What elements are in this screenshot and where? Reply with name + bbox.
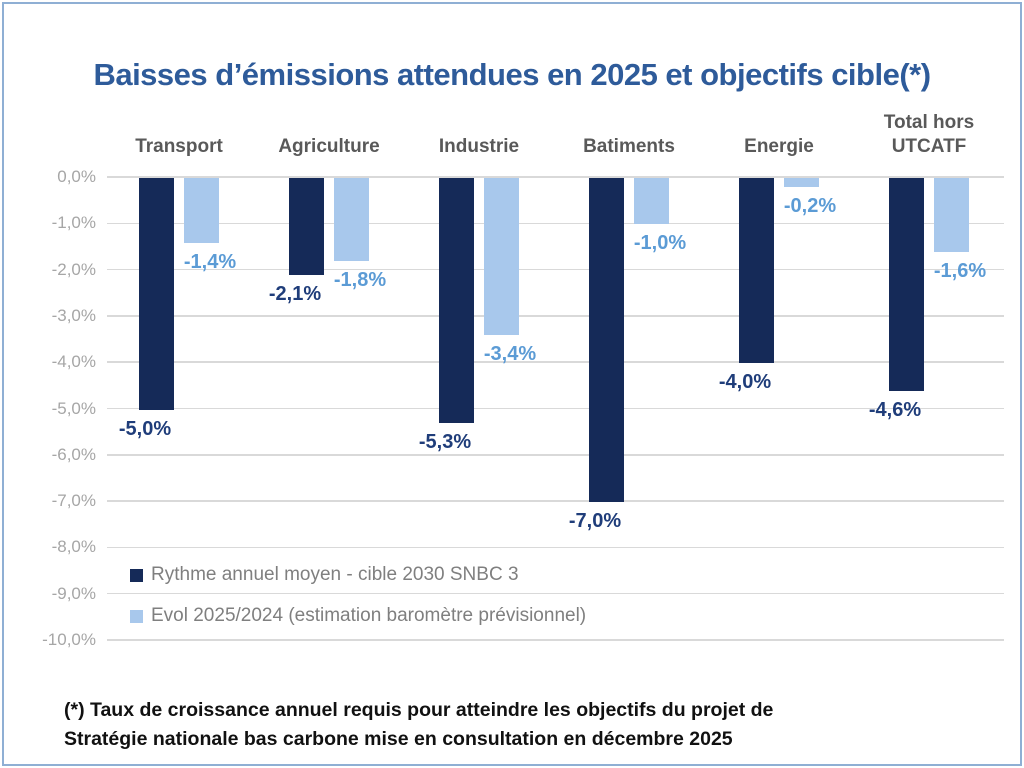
gridline [107, 361, 1004, 363]
category-header-total-hors-utcatf: Total hors UTCATF [883, 111, 975, 158]
legend-label: Rythme annuel moyen - cible 2030 SNBC 3 [151, 564, 519, 585]
bar-cible-2030-snbc3-transport [139, 178, 174, 410]
bar-evol-2025-2024-agriculture [334, 178, 369, 261]
bar-evol-2025-2024-batiments [634, 178, 669, 224]
legend-swatch-icon [130, 568, 143, 582]
bar-value-label-evol-2025-2024-batiments: -1,0% [633, 232, 687, 254]
bar-value-label-evol-2025-2024-total-hors-utcatf: -1,6% [933, 260, 987, 282]
y-tick-label: 0,0% [57, 167, 96, 186]
chart-title: Baisses d’émissions attendues en 2025 et… [93, 56, 931, 92]
y-tick-label: -2,0% [51, 259, 96, 279]
footnote: (*) Taux de croissance annuel requis pou… [64, 696, 974, 755]
y-tick-label: -8,0% [51, 537, 96, 557]
bar-value-label-cible-2030-snbc3-total-hors-utcatf: -4,6% [868, 399, 922, 421]
bar-cible-2030-snbc3-batiments [589, 178, 624, 502]
legend-item-cible-2030-snbc3: Rythme annuel moyen - cible 2030 SNBC 3 [130, 564, 519, 586]
category-header-batiments: Batiments [583, 136, 675, 158]
bar-evol-2025-2024-total-hors-utcatf [934, 178, 969, 252]
y-tick-label: -3,0% [51, 305, 96, 325]
y-tick-label: -4,0% [51, 352, 96, 372]
gridline [107, 315, 1004, 317]
bar-cible-2030-snbc3-industrie [439, 178, 474, 423]
chart-area: Baisses d’émissions attendues en 2025 et… [4, 4, 1020, 764]
bar-value-label-evol-2025-2024-industrie: -3,4% [483, 343, 537, 365]
bar-value-label-cible-2030-snbc3-agriculture: -2,1% [268, 283, 322, 305]
bar-value-label-cible-2030-snbc3-transport: -5,0% [118, 418, 172, 440]
gridline [107, 407, 1004, 410]
bar-evol-2025-2024-industrie [484, 178, 519, 335]
bar-cible-2030-snbc3-total-hors-utcatf [889, 178, 924, 391]
y-tick-label: -10,0% [42, 630, 96, 649]
gridline [107, 500, 1004, 502]
category-header-energie: Energie [744, 136, 814, 158]
bar-value-label-cible-2030-snbc3-batiments: -7,0% [568, 510, 622, 532]
gridline [107, 546, 1004, 549]
category-header-agriculture: Agriculture [278, 136, 380, 158]
bar-value-label-evol-2025-2024-energie: -0,2% [783, 195, 837, 217]
bar-cible-2030-snbc3-energie [739, 178, 774, 363]
gridline [107, 639, 1004, 641]
y-tick-label: -7,0% [51, 491, 96, 511]
bar-value-label-evol-2025-2024-agriculture: -1,8% [333, 269, 387, 291]
footnote-line: (*) Taux de croissance annuel requis pou… [64, 698, 774, 721]
category-header-transport: Transport [135, 136, 223, 158]
legend-label: Evol 2025/2024 (estimation baromètre pré… [151, 605, 587, 626]
gridline [107, 222, 1004, 225]
bar-value-label-evol-2025-2024-transport: -1,4% [183, 251, 237, 273]
gridline [107, 592, 1004, 595]
gridline [107, 268, 1004, 271]
bar-value-label-cible-2030-snbc3-energie: -4,0% [718, 371, 772, 393]
bar-evol-2025-2024-transport [184, 178, 219, 243]
legend-swatch-icon [130, 609, 143, 623]
category-header-industrie: Industrie [438, 136, 520, 158]
y-tick-label: -9,0% [51, 583, 96, 603]
y-tick-label: -5,0% [51, 398, 96, 418]
footnote-line: Stratégie nationale bas carbone mise en … [64, 727, 733, 750]
y-tick-label: -1,0% [51, 213, 96, 233]
bar-value-label-cible-2030-snbc3-industrie: -5,3% [418, 431, 472, 453]
legend-item-evol-2025-2024: Evol 2025/2024 (estimation baromètre pré… [130, 605, 586, 627]
y-tick-label: -6,0% [51, 444, 96, 464]
bar-evol-2025-2024-energie [784, 178, 819, 187]
bar-cible-2030-snbc3-agriculture [289, 178, 324, 275]
gridline [107, 454, 1004, 456]
gridline [107, 176, 1004, 178]
